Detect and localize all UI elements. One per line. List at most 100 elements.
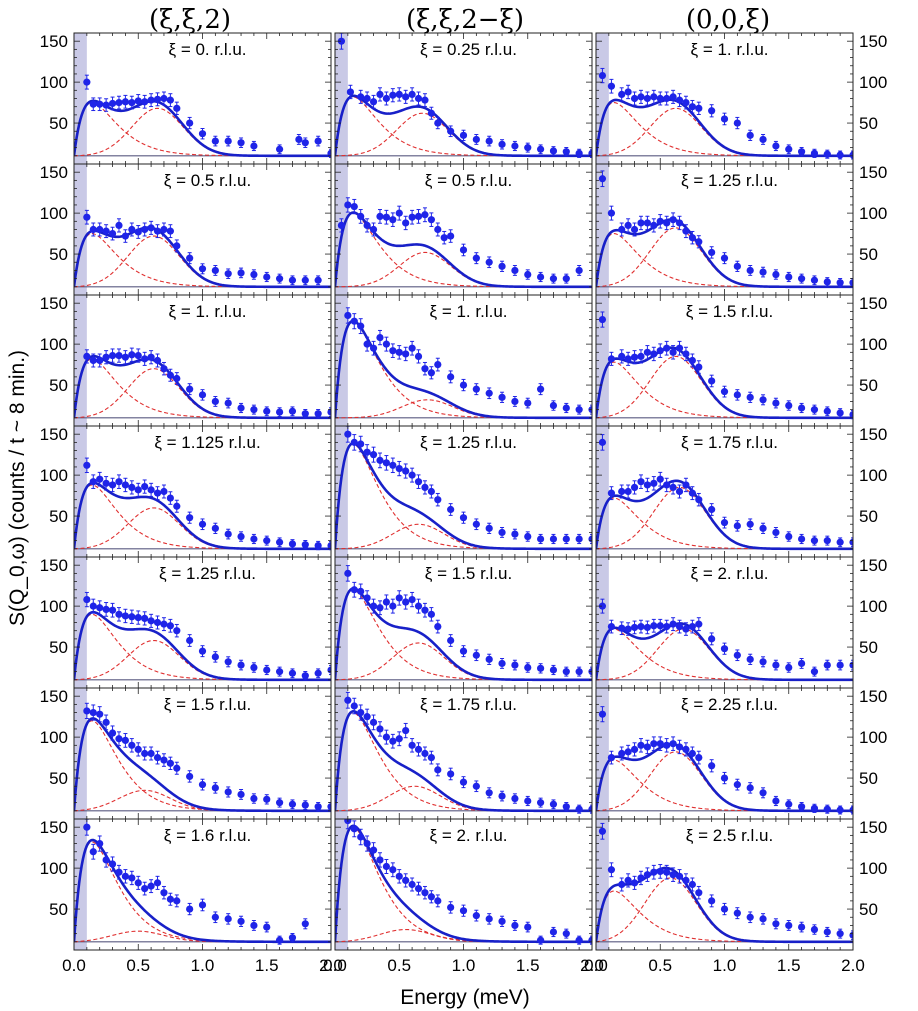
data-point — [675, 872, 684, 880]
data-point — [108, 229, 117, 238]
data-point — [153, 489, 162, 497]
data-point — [211, 913, 219, 921]
data-point — [485, 915, 493, 923]
data-point — [134, 745, 142, 754]
data-point — [537, 273, 545, 281]
data-point — [83, 78, 91, 86]
data-point — [498, 262, 506, 270]
data-point — [115, 868, 123, 876]
panel-ticks — [73, 426, 332, 557]
data-point — [624, 748, 632, 756]
panel-label: ξ = 1.25 r.l.u. — [159, 564, 256, 583]
data-point — [669, 620, 677, 628]
panel-c3-r2: ξ = 1.25 r.l.u. 50 100 150 — [595, 163, 887, 296]
panel-ticks — [334, 33, 593, 164]
panel-c3-r1: ξ = 1. r.l.u. 50 100 150 — [595, 32, 887, 165]
data-point — [524, 532, 532, 541]
data-point — [327, 149, 331, 157]
data-point — [575, 406, 583, 414]
data-point — [485, 389, 493, 397]
data-point — [575, 535, 583, 543]
data-point — [434, 225, 442, 234]
panel-ticks — [595, 295, 854, 426]
labels-layer: (ξ,ξ,2) (ξ,ξ,2−ξ) (0,0,ξ) Energy (meV) S… — [6, 5, 770, 1009]
y-tick-label: 100 — [859, 73, 887, 92]
data-point — [102, 856, 110, 864]
component-fit-1 — [335, 589, 592, 681]
y-tick-label: 100 — [859, 204, 887, 223]
data-point — [798, 923, 806, 931]
data-point — [363, 94, 371, 103]
data-point — [772, 528, 780, 537]
data-point — [288, 276, 297, 284]
plot-area — [335, 33, 592, 158]
data-point — [115, 351, 123, 360]
data-point — [562, 148, 570, 156]
data-point — [650, 868, 658, 876]
data-point — [237, 532, 245, 541]
data-point — [549, 401, 558, 410]
data-point — [344, 430, 352, 438]
panel-c2-r3: ξ = 1. r.l.u. — [334, 294, 593, 427]
data-point — [350, 438, 358, 446]
data-point — [301, 139, 309, 147]
data-point — [682, 227, 690, 235]
data-point — [276, 275, 284, 283]
data-point — [440, 234, 448, 242]
component-fit-1 — [596, 233, 853, 288]
data-point — [83, 595, 91, 604]
panel-label: ξ = 1.75 r.l.u. — [420, 695, 517, 714]
data-point — [421, 606, 429, 614]
data-point — [408, 213, 416, 221]
data-point — [708, 762, 716, 770]
data-point — [128, 225, 136, 234]
data-point — [395, 872, 403, 880]
data-point — [128, 613, 136, 621]
panel-c3-r4: ξ = 1.75 r.l.u. 50 100 150 — [595, 425, 887, 558]
data-point — [772, 270, 780, 279]
y-tick-label: 50 — [49, 769, 68, 788]
data-point — [427, 109, 435, 117]
data-point — [408, 344, 416, 352]
data-point — [389, 216, 397, 224]
data-point — [669, 871, 677, 879]
data-point — [363, 839, 371, 848]
data-point — [295, 135, 303, 144]
data-point — [147, 224, 155, 232]
total-fit-line — [596, 866, 853, 944]
data-point — [250, 142, 258, 150]
data-point — [301, 801, 309, 809]
data-point — [186, 119, 194, 127]
total-fit-line — [335, 587, 592, 682]
data-point — [237, 661, 245, 669]
data-point — [733, 391, 741, 399]
data-point — [224, 399, 232, 407]
data-point — [166, 622, 174, 630]
data-point — [643, 348, 652, 356]
total-fit-line — [335, 211, 592, 289]
data-point — [511, 661, 519, 669]
data-point — [337, 221, 346, 230]
y-tick-label: 100 — [859, 728, 887, 747]
data-point — [250, 270, 258, 279]
data-point — [369, 602, 378, 610]
data-point — [408, 90, 416, 99]
panel-c2-r5: ξ = 1.5 r.l.u. — [334, 556, 593, 689]
data-point — [166, 96, 174, 104]
total-fit-line — [596, 622, 853, 682]
data-point — [759, 658, 767, 666]
data-point — [141, 355, 149, 363]
data-point — [350, 702, 358, 710]
data-point — [147, 882, 155, 890]
data-point — [537, 385, 545, 393]
panel-ticks — [595, 426, 854, 557]
data-point — [408, 880, 416, 889]
data-point — [669, 93, 677, 101]
data-point — [198, 265, 207, 273]
data-point — [224, 270, 232, 278]
data-point — [363, 448, 371, 456]
data-point — [663, 868, 671, 876]
panel-label: ξ = 1.5 r.l.u. — [686, 302, 773, 321]
data-point — [624, 487, 632, 496]
column-title-1: (ξ,ξ,2) — [149, 5, 231, 35]
